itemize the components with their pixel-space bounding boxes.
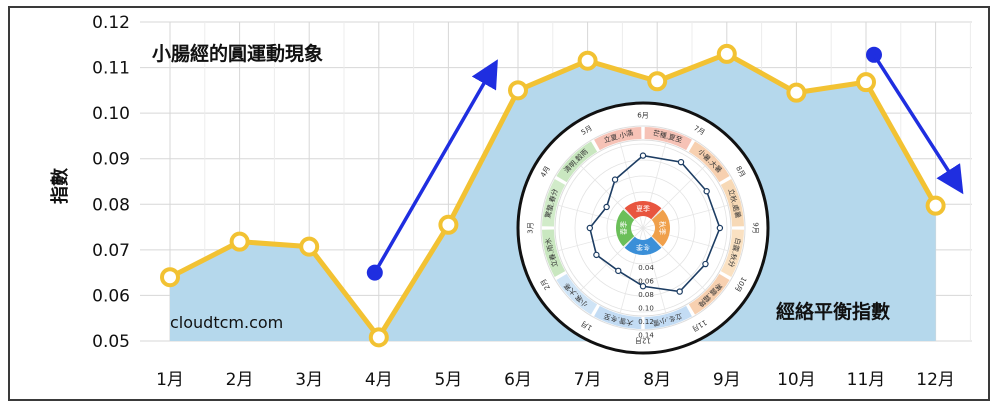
season-label: 秋季 bbox=[658, 221, 667, 235]
inset-radial-tick: 0.04 bbox=[638, 264, 654, 272]
season-segment bbox=[624, 236, 662, 255]
data-point bbox=[577, 50, 598, 71]
y-tick-label: 0.06 bbox=[92, 286, 130, 306]
inset-radar-point bbox=[702, 260, 709, 268]
inset-radar-chart: 立夏.小滿 芒種.夏至小暑.大暑立秋.處暑白露.秋分寒露.霜降立冬.小雪大雪.冬至… bbox=[516, 101, 770, 355]
season-segment bbox=[616, 209, 635, 247]
inset-radar-point bbox=[676, 288, 683, 295]
solar-term-segment bbox=[542, 229, 566, 277]
inset-radial-ring bbox=[574, 159, 712, 297]
x-tick-label: 2月 bbox=[226, 370, 254, 390]
x-tick-label: 4月 bbox=[365, 370, 393, 390]
season-label: 春季 bbox=[619, 221, 628, 235]
x-tick-label: 7月 bbox=[574, 370, 602, 390]
x-tick-label: 11月 bbox=[847, 370, 886, 390]
solar-term-segment bbox=[688, 141, 730, 183]
y-tick-label: 0.09 bbox=[92, 150, 130, 170]
inset-radial-ring bbox=[558, 143, 728, 313]
data-point bbox=[786, 82, 807, 103]
data-point bbox=[229, 231, 250, 252]
arrow-layer bbox=[366, 46, 964, 281]
season-label: 冬季 bbox=[636, 243, 650, 252]
solar-term-segment bbox=[556, 273, 598, 315]
marker-layer bbox=[160, 43, 946, 348]
inset-radial-tick: 0.12 bbox=[638, 318, 654, 326]
inset-radial-tick: 0.14 bbox=[638, 332, 654, 340]
data-point bbox=[160, 267, 180, 288]
inset-radar-point bbox=[593, 251, 600, 259]
inset-radar-point bbox=[677, 158, 685, 166]
solar-term-segment bbox=[720, 229, 744, 277]
inset-ring bbox=[554, 139, 732, 317]
data-point bbox=[716, 43, 737, 64]
inset-radar-point bbox=[611, 176, 619, 183]
y-tick-label: 0.11 bbox=[92, 59, 130, 79]
x-tick-label: 8月 bbox=[643, 370, 671, 390]
x-tick-label: 1月 bbox=[156, 370, 184, 390]
inset-month-label: 12月 bbox=[635, 337, 651, 345]
inset-ring bbox=[540, 125, 746, 331]
x-tick-label: 12月 bbox=[916, 370, 955, 390]
y-tick-label: 0.08 bbox=[92, 195, 130, 215]
inset-radial-tick: 0.06 bbox=[638, 278, 654, 286]
inset-radar-point bbox=[703, 188, 710, 195]
solar-term-segment bbox=[594, 127, 642, 151]
season-label: 夏季 bbox=[636, 204, 650, 213]
solar-term-segment bbox=[688, 273, 730, 315]
solar-term-segment bbox=[556, 141, 598, 183]
trend-arrow-up bbox=[373, 59, 498, 274]
watermark-text: cloudtcm.com bbox=[170, 313, 283, 332]
data-point bbox=[647, 71, 668, 92]
data-point bbox=[438, 214, 459, 235]
x-tick-label: 5月 bbox=[434, 370, 462, 390]
inset-month-label: 6月 bbox=[637, 112, 648, 120]
solar-term-segment bbox=[542, 179, 566, 227]
inset-radial-tick: 0.08 bbox=[638, 291, 654, 299]
season-segment bbox=[624, 201, 662, 220]
solar-term-segment bbox=[644, 305, 692, 329]
season-segment bbox=[651, 209, 670, 247]
data-point bbox=[508, 80, 528, 101]
trend-arrow-down bbox=[872, 53, 964, 195]
y-tick-label: 0.10 bbox=[92, 104, 130, 124]
data-point bbox=[856, 72, 876, 93]
inset-radial-ring bbox=[606, 191, 680, 265]
y-axis-label: 指數 bbox=[49, 168, 71, 204]
data-point bbox=[925, 195, 946, 216]
data-point bbox=[368, 327, 389, 348]
solar-term-segment bbox=[594, 305, 642, 329]
axis-layer: 0.05 0.06 0.07 0.08 0.09 0.10 0.11 0.12 1月 2月 3月 4月… bbox=[92, 13, 955, 390]
inset-radar-point bbox=[639, 152, 647, 159]
chart-title: 小腸經的圓運動現象 bbox=[152, 42, 323, 65]
x-tick-label: 9月 bbox=[713, 370, 741, 390]
inset-radar-point bbox=[639, 283, 647, 290]
series-line bbox=[168, 51, 938, 340]
y-tick-label: 0.12 bbox=[92, 13, 130, 33]
inset-spoke bbox=[570, 227, 644, 301]
x-tick-label: 6月 bbox=[504, 370, 532, 390]
inset-radar-point bbox=[603, 203, 610, 211]
inset-radar-point bbox=[716, 224, 724, 232]
solar-term-segment bbox=[720, 179, 744, 227]
x-tick-label: 3月 bbox=[295, 370, 323, 390]
y-tick-label: 0.07 bbox=[92, 241, 130, 261]
inset-radial-tick: 0.10 bbox=[638, 305, 654, 313]
y-tick-label: 0.05 bbox=[92, 332, 130, 352]
inset-spoke bbox=[642, 227, 716, 301]
x-tick-label: 10月 bbox=[777, 370, 816, 390]
solar-term-segment bbox=[644, 127, 692, 151]
data-point bbox=[299, 236, 320, 257]
inset-radar-point bbox=[615, 267, 622, 275]
inset-month-label: 3月 bbox=[527, 222, 535, 233]
inset-spoke bbox=[642, 155, 716, 229]
inset-radar-point bbox=[586, 224, 594, 232]
inset-spoke bbox=[570, 155, 644, 229]
inset-label: 經絡平衡指數 bbox=[776, 300, 890, 323]
inset-month-label: 9月 bbox=[752, 222, 760, 233]
